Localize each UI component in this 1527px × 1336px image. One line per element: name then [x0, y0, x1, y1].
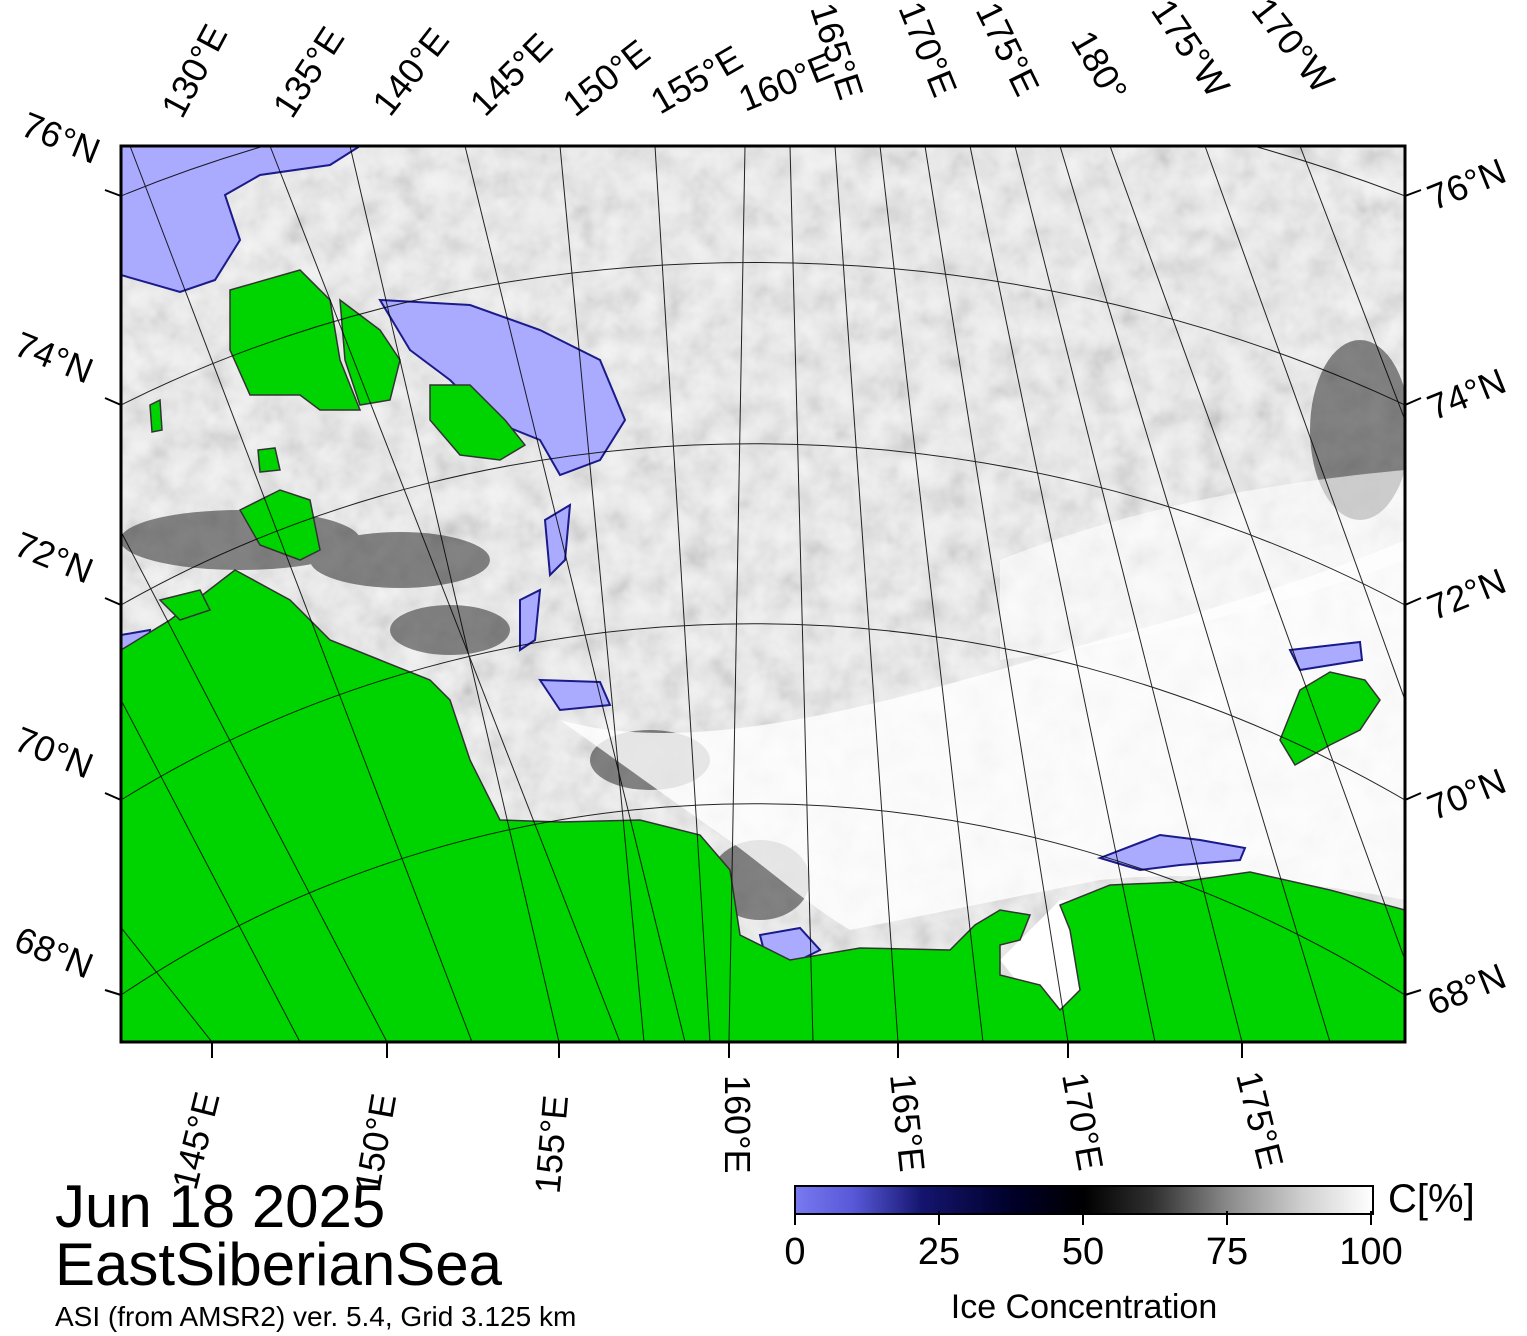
region-title: EastSiberianSea: [55, 1231, 502, 1298]
lat-label: 74°N: [1422, 360, 1512, 428]
lon-label: 170°W: [1244, 0, 1343, 100]
bennett-island: [149, 398, 163, 433]
kotelny-island: [229, 269, 362, 411]
lon-label: 170°E: [891, 0, 966, 102]
mainland: [121, 569, 1405, 1042]
graticule: [121, 146, 1405, 1042]
colorbar-tick-label: 75: [1205, 1231, 1249, 1273]
lat-label: 70°N: [1422, 760, 1512, 828]
lon-label: 140°E: [364, 20, 457, 123]
lon-label: 170°E: [1054, 1069, 1111, 1173]
map-frame: [119, 144, 1407, 1044]
lat-label: 72°N: [1422, 560, 1512, 628]
colorbar-tick-label: 0: [784, 1231, 806, 1273]
low-concentration-ice: [121, 146, 1364, 967]
colorbar-tick-label: 50: [1061, 1231, 1105, 1273]
lat-labels-right: 76°N 74°N 72°N 70°N 68°N: [1422, 150, 1512, 1023]
data-source-caption: ASI (from AMSR2) ver. 5.4, Grid 3.125 km: [55, 1301, 577, 1332]
lon-labels-top: 130°E 135°E 140°E 145°E 150°E 155°E 160°…: [153, 0, 1343, 124]
land: [121, 269, 1405, 1042]
colorbar-tick: [1082, 1211, 1084, 1225]
lon-label: 135°E: [264, 19, 352, 124]
bolshoy-lyakhovsky-island: [238, 489, 321, 561]
lat-label: 68°N: [9, 918, 99, 986]
lat-label: 74°N: [9, 323, 99, 391]
colorbar-tick-label: 100: [1339, 1231, 1403, 1273]
lon-label: 175°E: [968, 0, 1048, 102]
lat-label: 68°N: [1422, 955, 1512, 1023]
maly-lyakhovsky-island: [257, 447, 281, 473]
lon-label: 150°E: [555, 31, 658, 124]
colorbar-unit: C[%]: [1388, 1177, 1475, 1221]
new-siberia-island: [429, 384, 527, 461]
lon-label: 180°: [1063, 24, 1136, 109]
small-island: [158, 589, 212, 621]
lon-label: 175°E: [1228, 1067, 1292, 1172]
colorbar-tick: [938, 1211, 940, 1225]
lat-label: 72°N: [9, 523, 99, 591]
lon-label: 155°E: [644, 37, 750, 122]
lon-label: 155°E: [527, 1094, 576, 1196]
colorbar-tick: [1370, 1211, 1372, 1225]
frame-ticks: [104, 189, 1422, 1058]
colorbar-tick: [1226, 1211, 1228, 1225]
lon-label: 130°E: [153, 18, 235, 124]
lat-label: 76°N: [16, 104, 106, 172]
colorbar: [794, 1185, 1374, 1215]
colorbar-tick: [794, 1211, 796, 1225]
faddeyevsky-island: [339, 298, 401, 406]
colorbar-title: Ice Concentration: [950, 1288, 1218, 1326]
lon-label: 175°W: [1143, 0, 1238, 104]
lon-label: 165°E: [882, 1072, 933, 1174]
wrangel-island: [1279, 671, 1381, 767]
lon-label: 160°E: [717, 1075, 758, 1173]
map-date: Jun 18 2025: [55, 1173, 386, 1240]
lat-labels-left: 76°N 74°N 72°N 70°N 68°N: [9, 104, 106, 987]
colorbar-tick-label: 25: [917, 1231, 961, 1273]
lat-label: 76°N: [1422, 150, 1512, 218]
map-area: [121, 146, 1405, 1042]
lat-label: 70°N: [9, 718, 99, 786]
lon-label: 145°E: [462, 25, 561, 124]
